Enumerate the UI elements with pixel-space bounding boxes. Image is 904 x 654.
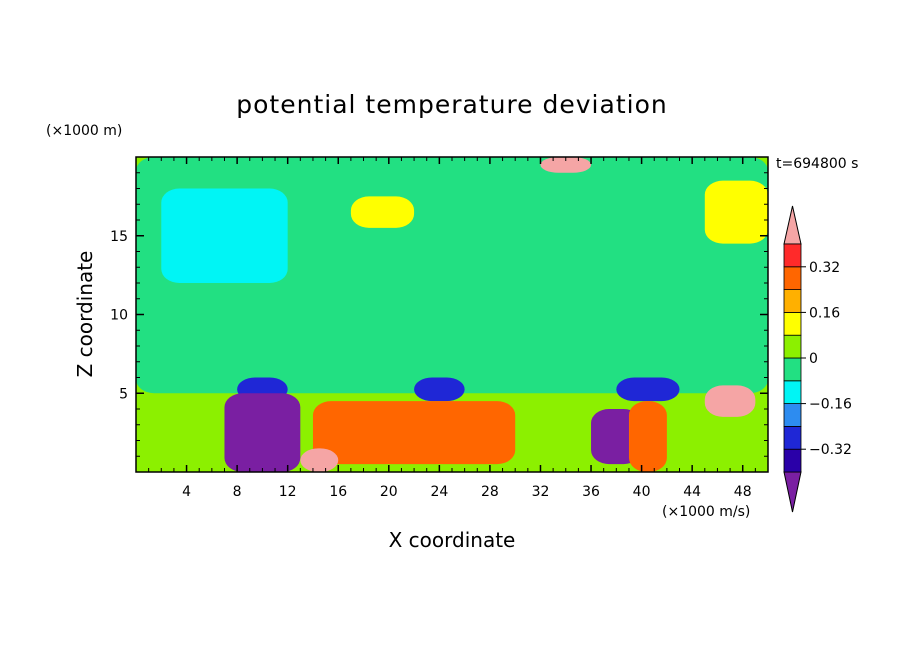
field-region	[312, 401, 516, 465]
x-tick-label: 44	[683, 484, 701, 500]
colorbar-swatch	[783, 243, 802, 268]
colorbar-tick-label: 0.16	[809, 305, 840, 321]
field-region	[136, 157, 768, 394]
field-region	[704, 385, 756, 417]
field-region	[616, 377, 680, 402]
time-label: t=694800 s	[776, 156, 858, 172]
colorbar-swatch	[783, 311, 802, 336]
colorbar-tick-label: −0.32	[809, 442, 852, 458]
chart-title: potential temperature deviation	[236, 90, 667, 119]
x-tick-label: 8	[233, 484, 242, 500]
x-unit-label: (×1000 m/s)	[662, 504, 750, 520]
colorbar-tick-label: −0.16	[809, 397, 852, 413]
x-tick-label: 24	[430, 484, 448, 500]
field-region	[414, 377, 465, 402]
y-unit-label: (×1000 m)	[46, 123, 122, 139]
colorbar-tick-label: 0.32	[809, 260, 840, 276]
colorbar-bottom-extend	[783, 471, 802, 513]
colorbar-swatch	[783, 357, 802, 382]
x-tick-label: 48	[734, 484, 752, 500]
colorbar-swatch	[783, 380, 802, 404]
x-tick-label: 32	[532, 484, 550, 500]
colorbar-swatch	[783, 334, 802, 359]
colorbar-top-extend	[783, 205, 802, 245]
x-tick-label: 40	[633, 484, 651, 500]
x-tick-label: 12	[279, 484, 297, 500]
y-axis-ticks: 5 10 15	[110, 172, 768, 457]
x-tick-label: 16	[329, 484, 347, 500]
field-region	[628, 401, 667, 472]
contour-field	[136, 157, 768, 472]
field-region	[350, 196, 415, 228]
x-tick-label: 36	[582, 484, 600, 500]
y-tick-label: 10	[110, 308, 128, 324]
field-region	[300, 448, 339, 472]
y-axis-label: Z coordinate	[73, 251, 97, 378]
colorbar-swatch	[783, 266, 802, 290]
x-tick-label: 28	[481, 484, 499, 500]
field-region	[591, 409, 642, 465]
y-tick-label: 15	[110, 229, 128, 245]
colorbar-swatch	[783, 289, 802, 313]
colorbar-swatch	[783, 403, 802, 427]
colorbar-tick-label: 0	[809, 351, 818, 367]
field-region	[224, 393, 301, 472]
colorbar: 0.32 0.16 0 −0.16 −0.32	[783, 205, 852, 513]
y-tick-label: 5	[119, 386, 128, 402]
x-axis-label: X coordinate	[389, 528, 516, 552]
x-tick-label: 20	[380, 484, 398, 500]
field-region	[161, 188, 288, 283]
colorbar-swatch	[783, 448, 802, 473]
x-axis-ticks: 4 8 12 16 20 24 28 32 36 40 44 48	[148, 157, 756, 500]
field-region	[704, 180, 768, 244]
colorbar-swatch	[783, 425, 802, 450]
x-tick-label: 4	[182, 484, 191, 500]
